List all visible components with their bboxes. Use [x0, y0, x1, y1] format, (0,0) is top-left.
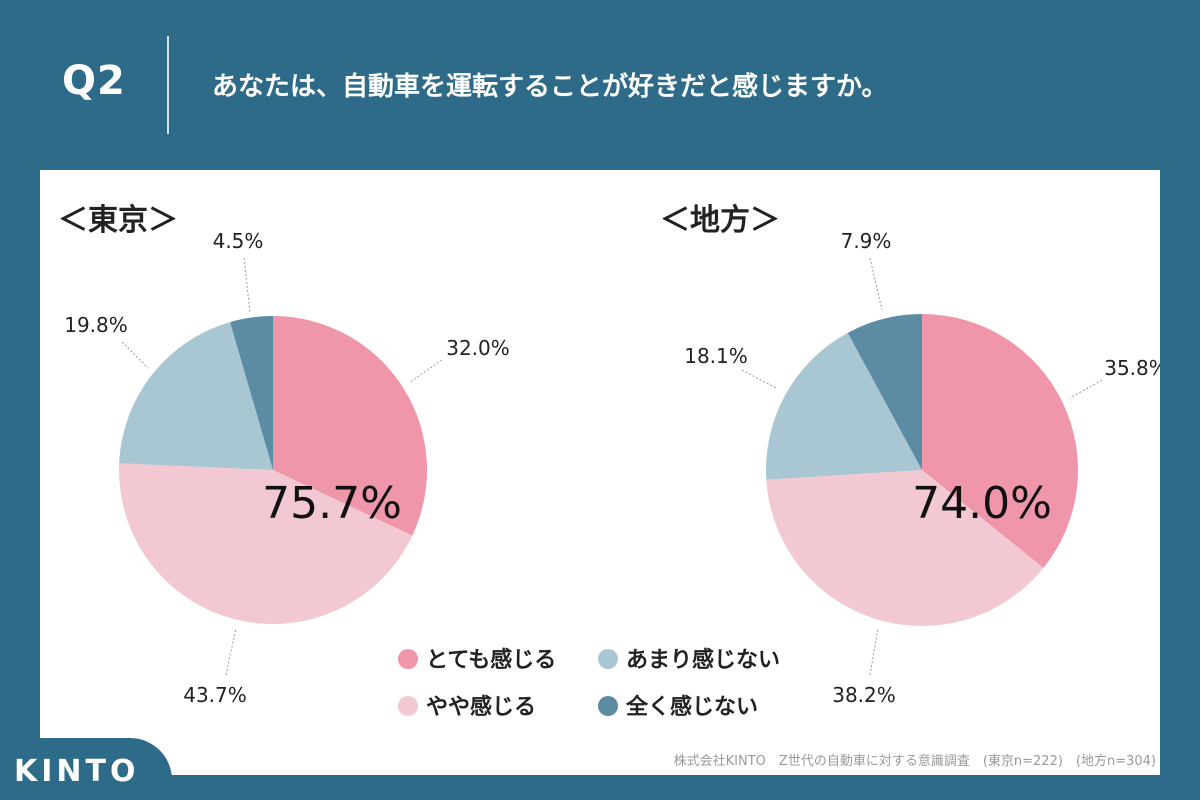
legend-label-1: あまり感じない: [626, 647, 780, 673]
pie-slice-1-3: [847, 314, 922, 470]
leader-line-0-2: [121, 341, 149, 369]
pie-title-0: ＜東京＞: [58, 203, 178, 238]
legend-label-2: やや感じる: [426, 694, 536, 720]
slice-label-0-2: 19.8%: [64, 313, 128, 337]
leader-line-1-2: [741, 369, 777, 389]
leader-line-0-3: [243, 257, 251, 313]
slice-label-1-3: 7.9%: [841, 229, 892, 253]
chart-canvas: ＜東京＞ 32.0% 43.7% 19.8% 4.5% 75.7% ＜地方＞ 35.8% 38.…: [58, 203, 1160, 720]
legend-label-0: とても感じる: [426, 647, 556, 673]
leader-line-1-1: [869, 627, 879, 676]
pie-slice-1-1: [766, 470, 1044, 626]
leader-line-1-0: [1069, 379, 1103, 399]
brand-logo: KINTO: [14, 754, 140, 789]
slice-label-0-1: 43.7%: [183, 683, 247, 707]
chart-panel: ＜東京＞ 32.0% 43.7% 19.8% 4.5% 75.7% ＜地方＞ 35.8% 38.…: [40, 170, 1160, 775]
source-note: 株式会社KINTO Z世代の自動車に対する意識調査 (東京n=222) (地方n…: [673, 754, 1156, 769]
highlight-total-0: 75.7%: [262, 478, 402, 529]
leader-line-0-1: [225, 627, 237, 676]
slice-label-1-2: 18.1%: [684, 344, 748, 368]
question-text: あなたは、自動車を運転することが好きだと感じますか。: [212, 72, 888, 102]
question-number: Q2: [62, 58, 126, 104]
highlight-total-1: 74.0%: [912, 478, 1052, 529]
slice-label-1-0: 35.8%: [1104, 356, 1160, 380]
brand-tab: [0, 738, 172, 800]
header-divider: [167, 36, 169, 134]
pie-slice-0-2: [119, 322, 274, 470]
pie-slice-1-0: [922, 314, 1078, 568]
legend-swatch-1: [598, 649, 618, 669]
leader-line-0-0: [409, 359, 443, 383]
slice-label-0-0: 32.0%: [446, 336, 510, 360]
pie-slice-1-2: [766, 332, 922, 480]
pie-slice-0-0: [273, 316, 427, 536]
header: Q2 あなたは、自動車を運転することが好きだと感じますか。: [0, 0, 1200, 170]
leader-line-1-3: [869, 257, 883, 311]
pie-title-1: ＜地方＞: [660, 203, 780, 238]
legend-swatch-3: [598, 696, 618, 716]
legend-swatch-0: [398, 649, 418, 669]
slice-label-1-1: 38.2%: [832, 683, 896, 707]
legend-label-3: 全く感じない: [625, 694, 758, 720]
legend-swatch-2: [398, 696, 418, 716]
pie-slice-0-3: [230, 316, 273, 470]
slice-label-0-3: 4.5%: [213, 229, 264, 253]
pie-slice-0-1: [119, 463, 413, 624]
